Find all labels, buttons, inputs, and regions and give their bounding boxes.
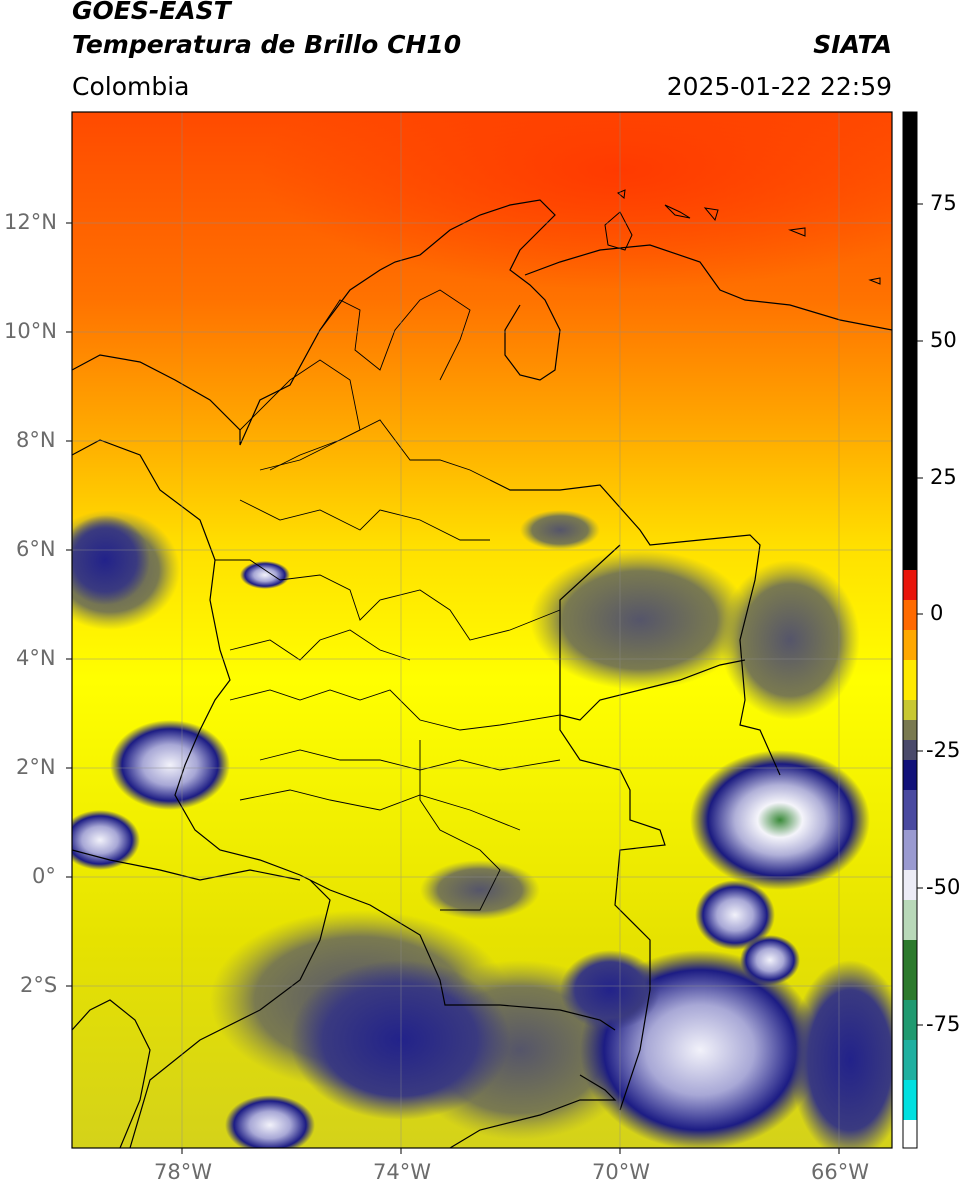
lon-label: 78°W bbox=[154, 1160, 212, 1184]
colorbar-tick-label: 50 bbox=[930, 328, 957, 352]
region-label: Colombia bbox=[72, 72, 190, 101]
lon-label: 70°W bbox=[592, 1160, 650, 1184]
lon-label: 74°W bbox=[373, 1160, 431, 1184]
lat-label: 8°N bbox=[16, 428, 56, 452]
department-borders bbox=[215, 289, 561, 911]
colorbar-tick-label: -25 bbox=[926, 738, 961, 762]
datetime-label: 2025-01-22 22:59 bbox=[666, 72, 892, 101]
colorbar-tick-label: -50 bbox=[926, 875, 961, 899]
lat-label: 2°S bbox=[20, 973, 58, 997]
lat-label: 12°N bbox=[4, 210, 57, 234]
lat-label: 4°N bbox=[16, 646, 56, 670]
lat-label: 10°N bbox=[4, 319, 57, 343]
lat-label: 0° bbox=[32, 864, 56, 888]
lon-label: 66°W bbox=[811, 1160, 869, 1184]
axis-ticks bbox=[66, 222, 840, 1154]
colorbar-tick-label: 25 bbox=[930, 465, 957, 489]
colorbar bbox=[902, 111, 923, 1149]
agency-label: SIATA bbox=[813, 30, 892, 59]
map-frame bbox=[71, 111, 893, 1149]
lat-label: 2°N bbox=[16, 755, 56, 779]
lat-lon-grid bbox=[72, 112, 892, 1148]
colorbar-tick-label: 0 bbox=[930, 601, 944, 625]
colorbar-tick-label: 75 bbox=[930, 191, 957, 215]
brightness-temperature-field bbox=[72, 112, 892, 1148]
lat-label: 6°N bbox=[16, 537, 56, 561]
colorbar-tick-label: -75 bbox=[926, 1012, 961, 1036]
satellite-title: GOES-EAST bbox=[72, 0, 231, 25]
product-title: Temperatura de Brillo CH10 bbox=[72, 30, 462, 59]
islands bbox=[604, 189, 881, 285]
